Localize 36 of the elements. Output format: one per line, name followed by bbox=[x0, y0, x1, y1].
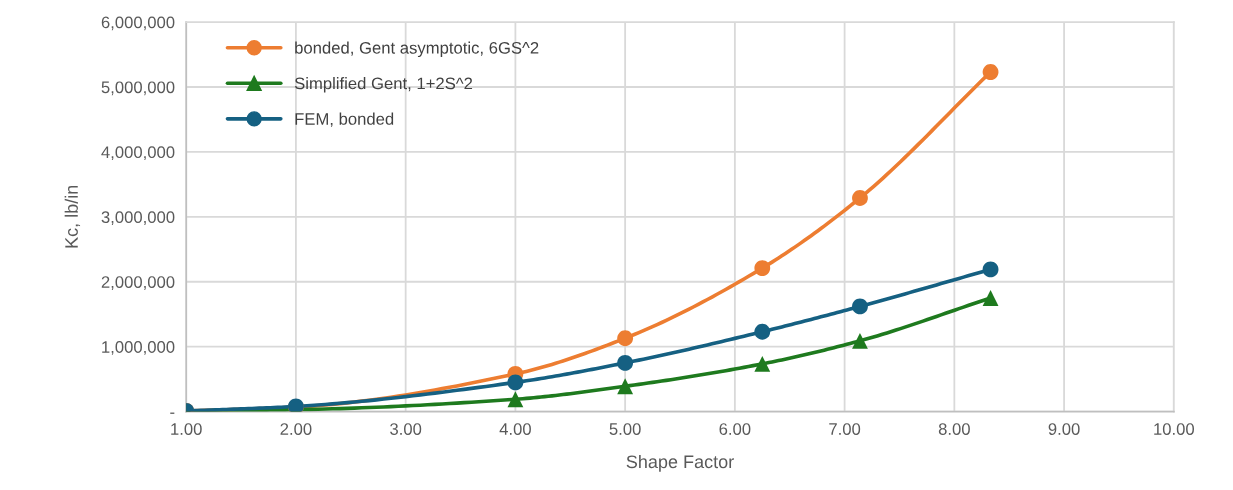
y-tick-label: 3,000,000 bbox=[101, 211, 175, 225]
point bbox=[982, 64, 999, 80]
x-tick-label: 4.00 bbox=[499, 423, 531, 435]
point bbox=[754, 323, 771, 340]
x-tick-label: 5.00 bbox=[609, 423, 641, 435]
x-tick-label: 3.00 bbox=[390, 423, 422, 435]
point bbox=[982, 290, 999, 306]
legend-label: bonded, Gent asymptotic, 6GS^2 bbox=[295, 41, 539, 58]
point bbox=[852, 332, 868, 349]
point bbox=[617, 354, 634, 371]
y-tick-label: 4,000,000 bbox=[101, 146, 175, 161]
x-tick-label: 1.00 bbox=[171, 423, 202, 435]
point bbox=[754, 355, 771, 372]
point bbox=[507, 374, 524, 391]
legend-label: Simplified Gent, 1+2S^2 bbox=[294, 77, 473, 93]
x-tick-label: 6.00 bbox=[719, 423, 751, 435]
x-tick-label: 8.00 bbox=[938, 423, 970, 435]
y-tick-label: 1,000,000 bbox=[102, 341, 175, 355]
legend-label: FEM, bonded bbox=[295, 112, 394, 127]
point bbox=[982, 261, 999, 278]
y-tick-label: 6,000,000 bbox=[101, 16, 175, 31]
y-tick-label: 5,000,000 bbox=[101, 81, 175, 96]
x-tick-label: 2.00 bbox=[280, 423, 312, 435]
x-tick-label: 10.00 bbox=[1154, 423, 1195, 435]
x-tick-label: 7.00 bbox=[829, 423, 861, 435]
y-tick-label: 2,000,000 bbox=[101, 276, 175, 290]
y-axis-title: Kc, lb/in bbox=[64, 185, 81, 248]
point bbox=[852, 190, 868, 206]
x-tick-label: 9.00 bbox=[1048, 423, 1080, 435]
point bbox=[754, 260, 771, 277]
point bbox=[617, 378, 634, 395]
point bbox=[507, 391, 524, 408]
y-tick-label: - bbox=[170, 412, 175, 414]
x-axis-title: Shape Factor bbox=[626, 454, 734, 472]
point bbox=[617, 330, 634, 347]
point bbox=[852, 298, 868, 315]
